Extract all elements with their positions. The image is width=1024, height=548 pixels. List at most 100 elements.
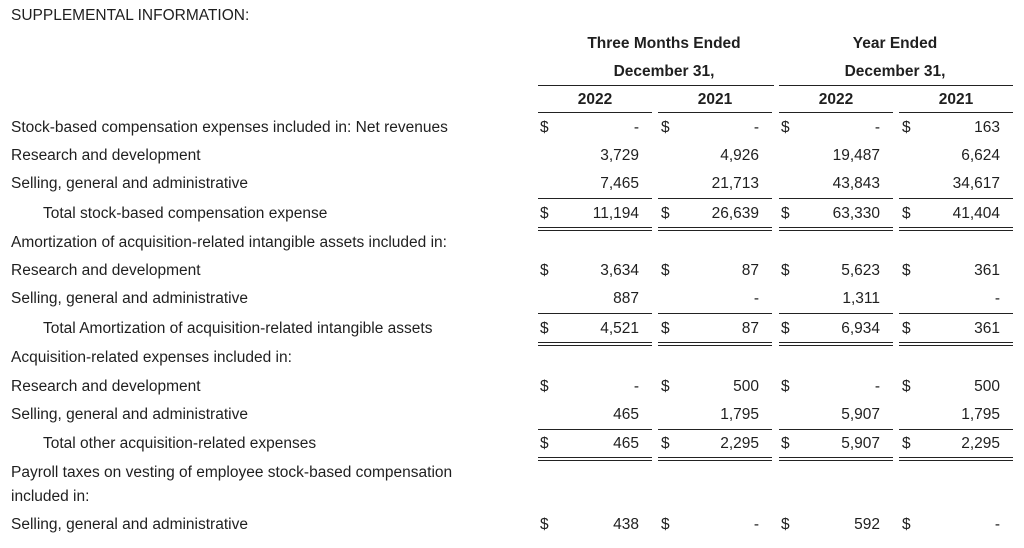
section-heading: Acquisition-related expenses included in… bbox=[11, 349, 292, 366]
value-cell: 63,330 bbox=[832, 205, 880, 222]
row-label: Selling, general and administrative bbox=[11, 290, 248, 307]
row-label: Selling, general and administrative bbox=[11, 175, 248, 192]
dollar-sign: $ bbox=[902, 119, 911, 136]
dollar-sign: $ bbox=[902, 320, 911, 337]
value-cell: 1,311 bbox=[842, 290, 880, 307]
dollar-sign: $ bbox=[781, 320, 790, 337]
dollar-sign: $ bbox=[540, 435, 549, 452]
value-cell: 500 bbox=[974, 378, 1000, 395]
dollar-sign: $ bbox=[661, 205, 670, 222]
value-cell: - bbox=[994, 516, 1000, 533]
value-cell: 592 bbox=[854, 516, 880, 533]
dollar-sign: $ bbox=[661, 262, 670, 279]
header-year-col3: 2022 bbox=[818, 91, 854, 108]
year-rule-col4 bbox=[899, 112, 1013, 113]
value-cell: 21,713 bbox=[711, 175, 759, 192]
header-three-months-line2: December 31, bbox=[613, 63, 715, 80]
header-year-col2: 2021 bbox=[697, 91, 733, 108]
dollar-sign: $ bbox=[661, 320, 670, 337]
dollar-sign: $ bbox=[661, 119, 670, 136]
year-rule-col2 bbox=[658, 112, 772, 113]
value-cell: 2,295 bbox=[720, 435, 759, 452]
total-double-rule bbox=[899, 457, 1013, 461]
row-label: Research and development bbox=[11, 378, 201, 395]
header-year-col4: 2021 bbox=[938, 91, 974, 108]
value-cell: 43,843 bbox=[832, 175, 880, 192]
value-cell: 5,907 bbox=[841, 406, 880, 423]
total-double-rule bbox=[779, 227, 893, 231]
value-cell: 4,926 bbox=[720, 147, 759, 164]
dollar-sign: $ bbox=[540, 205, 549, 222]
value-cell: - bbox=[753, 516, 759, 533]
value-cell: 5,623 bbox=[841, 262, 880, 279]
value-cell: 6,934 bbox=[841, 320, 880, 337]
subtotal-rule bbox=[779, 429, 893, 430]
value-cell: 5,907 bbox=[841, 435, 880, 452]
value-cell: - bbox=[874, 119, 880, 136]
header-year-col1: 2022 bbox=[577, 91, 613, 108]
dollar-sign: $ bbox=[540, 320, 549, 337]
dollar-sign: $ bbox=[540, 378, 549, 395]
row-label: Selling, general and administrative bbox=[11, 516, 248, 533]
section-title: SUPPLEMENTAL INFORMATION: bbox=[11, 7, 250, 24]
header-year-ended-line2: December 31, bbox=[844, 63, 946, 80]
value-cell: - bbox=[874, 378, 880, 395]
total-double-rule bbox=[658, 457, 772, 461]
value-cell: 6,624 bbox=[961, 147, 1000, 164]
value-cell: 465 bbox=[613, 406, 639, 423]
dollar-sign: $ bbox=[902, 262, 911, 279]
row-label: Selling, general and administrative bbox=[11, 406, 248, 423]
value-cell: 438 bbox=[613, 516, 639, 533]
header-year-ended-line1: Year Ended bbox=[852, 35, 938, 52]
dollar-sign: $ bbox=[540, 119, 549, 136]
dollar-sign: $ bbox=[781, 205, 790, 222]
value-cell: - bbox=[633, 119, 639, 136]
subtotal-rule bbox=[899, 198, 1013, 199]
subtotal-rule bbox=[538, 313, 652, 314]
total-double-rule bbox=[538, 342, 652, 346]
total-double-rule bbox=[658, 227, 772, 231]
value-cell: 41,404 bbox=[952, 205, 1000, 222]
dollar-sign: $ bbox=[781, 119, 790, 136]
subtotal-rule bbox=[779, 198, 893, 199]
value-cell: 500 bbox=[733, 378, 759, 395]
year-rule-col3 bbox=[779, 112, 893, 113]
value-cell: 2,295 bbox=[961, 435, 1000, 452]
total-double-rule bbox=[899, 342, 1013, 346]
section-heading: Amortization of acquisition-related inta… bbox=[11, 234, 447, 251]
value-cell: - bbox=[753, 290, 759, 307]
dollar-sign: $ bbox=[540, 516, 549, 533]
subtotal-rule bbox=[899, 429, 1013, 430]
subtotal-rule bbox=[899, 313, 1013, 314]
row-label: Research and development bbox=[11, 262, 201, 279]
value-cell: 26,639 bbox=[711, 205, 759, 222]
value-cell: 887 bbox=[613, 290, 639, 307]
total-label: Total stock-based compensation expense bbox=[43, 205, 328, 222]
total-double-rule bbox=[538, 457, 652, 461]
value-cell: 3,634 bbox=[600, 262, 639, 279]
subtotal-rule bbox=[658, 198, 772, 199]
subtotal-rule bbox=[779, 313, 893, 314]
subtotal-rule bbox=[538, 429, 652, 430]
total-double-rule bbox=[779, 457, 893, 461]
dollar-sign: $ bbox=[902, 516, 911, 533]
header-rule-three-months bbox=[538, 85, 774, 86]
section-heading: Payroll taxes on vesting of employee sto… bbox=[11, 464, 453, 481]
value-cell: - bbox=[753, 119, 759, 136]
subtotal-rule bbox=[658, 313, 772, 314]
total-label: Total other acquisition-related expenses bbox=[43, 435, 317, 452]
subtotal-rule bbox=[658, 429, 772, 430]
header-rule-year-ended bbox=[779, 85, 1013, 86]
dollar-sign: $ bbox=[781, 378, 790, 395]
value-cell: 87 bbox=[741, 320, 759, 337]
row-label: Stock-based compensation expenses includ… bbox=[11, 119, 448, 136]
value-cell: 4,521 bbox=[600, 320, 639, 337]
total-double-rule bbox=[899, 227, 1013, 231]
value-cell: 1,795 bbox=[720, 406, 759, 423]
value-cell: 3,729 bbox=[600, 147, 639, 164]
value-cell: 361 bbox=[974, 262, 1000, 279]
value-cell: 19,487 bbox=[832, 147, 880, 164]
value-cell: 11,194 bbox=[592, 205, 639, 222]
value-cell: 465 bbox=[613, 435, 639, 452]
header-three-months-line1: Three Months Ended bbox=[587, 35, 741, 52]
